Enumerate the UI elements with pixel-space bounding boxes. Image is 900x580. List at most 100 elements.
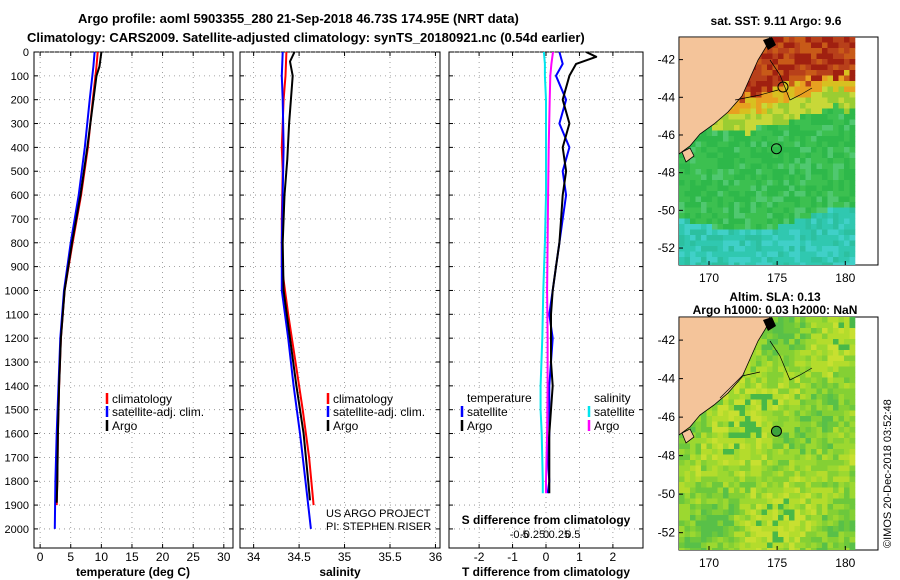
sla-cell [805, 548, 812, 550]
sla-cell [827, 344, 834, 351]
sla-cell [728, 548, 735, 550]
sst-cell [761, 174, 768, 181]
sst-cell [767, 191, 773, 197]
sst-cell [844, 86, 850, 93]
sla-cell [690, 548, 696, 550]
sst-cell [827, 42, 834, 49]
sla-cell [783, 317, 790, 323]
sst-cell [800, 207, 806, 214]
sst-cell [822, 174, 828, 181]
sla-cell [800, 339, 806, 345]
sla-cell [772, 333, 779, 340]
sst-cell [811, 92, 817, 98]
sla-cell [838, 493, 845, 499]
sla-cell [805, 317, 812, 323]
sla-cell [772, 487, 779, 494]
sla-cell [723, 537, 729, 543]
sst-cell [717, 130, 724, 137]
sla-cell [816, 383, 823, 389]
sla-cell [849, 487, 856, 494]
sst-cell [706, 158, 713, 164]
sst-cell [800, 119, 806, 126]
sla-cell [822, 350, 828, 356]
sla-cell [833, 487, 839, 494]
sst-cell [761, 158, 768, 164]
sst-cell [794, 75, 801, 82]
sla-cell [794, 405, 801, 411]
sla-map-title-line1: Altim. SLA: 0.13 [729, 290, 821, 304]
sst-cell [745, 207, 751, 214]
legend-title-salinity: salinity [594, 391, 631, 405]
sla-cell [778, 416, 784, 422]
sst-cell [805, 97, 812, 104]
sst-cell [805, 48, 812, 54]
depth-tick-label: 1400 [5, 381, 29, 393]
sla-cell [756, 438, 762, 444]
sst-cell [772, 108, 779, 115]
sla-cell [816, 333, 823, 340]
sst-cell [816, 163, 823, 170]
sla-cell [712, 471, 718, 477]
sla-cell [805, 504, 812, 510]
sst-cell [717, 202, 724, 208]
sst-cell [849, 191, 856, 197]
sla-cell [701, 504, 707, 510]
sla-cell [838, 427, 845, 433]
sst-cell [772, 64, 779, 71]
sla-cell [849, 388, 856, 395]
sla-cell [679, 542, 685, 549]
sla-cell [745, 465, 751, 472]
sla-cell [695, 487, 702, 494]
sst-cell [745, 218, 751, 225]
sla-cell [783, 548, 790, 550]
sst-cell [811, 81, 817, 87]
sla-cell [728, 537, 735, 543]
sst-cell [745, 136, 751, 142]
sst-cell [734, 262, 740, 265]
sla-cell [833, 405, 839, 411]
sla-cell [728, 388, 735, 395]
sla-cell [783, 454, 790, 461]
sst-cell [789, 257, 795, 263]
sla-cell [783, 410, 790, 417]
sla-cell [706, 520, 713, 527]
sst-cell [756, 130, 762, 137]
sla-cell [750, 531, 757, 538]
map-y-tick-label: -44 [658, 372, 676, 386]
sla-cell [695, 465, 702, 472]
sla-cell [778, 383, 784, 389]
sst-cell [822, 202, 828, 208]
sst-cell [849, 246, 856, 252]
depth-tick-label: 1700 [5, 452, 29, 464]
sla-cell [822, 443, 828, 450]
sla-cell [838, 399, 845, 406]
sst-cell [761, 152, 768, 159]
sst-cell [734, 191, 740, 197]
sst-cell [695, 257, 702, 263]
sla-cell [783, 531, 790, 538]
sst-cell [833, 257, 839, 263]
sla-cell [794, 427, 801, 433]
sst-cell [679, 213, 685, 219]
sla-cell [816, 416, 823, 422]
sla-cell [783, 366, 790, 373]
sla-cell [723, 427, 729, 433]
sla-cell [739, 520, 746, 527]
sst-cell [772, 81, 779, 87]
sla-cell [805, 372, 812, 378]
sla-cell [811, 355, 817, 362]
sst-cell [750, 70, 757, 76]
sla-cell [778, 410, 784, 417]
sst-cell [756, 262, 762, 265]
sst-cell [838, 229, 845, 236]
sst-cell [783, 158, 790, 164]
sla-cell [811, 487, 817, 494]
sst-cell [690, 213, 696, 219]
sla-cell [838, 421, 845, 428]
sla-cell [723, 476, 729, 483]
sst-cell [838, 240, 845, 247]
sla-cell [778, 438, 784, 444]
sla-cell [706, 421, 713, 428]
sst-cell [690, 229, 696, 236]
sst-cell [695, 207, 702, 214]
